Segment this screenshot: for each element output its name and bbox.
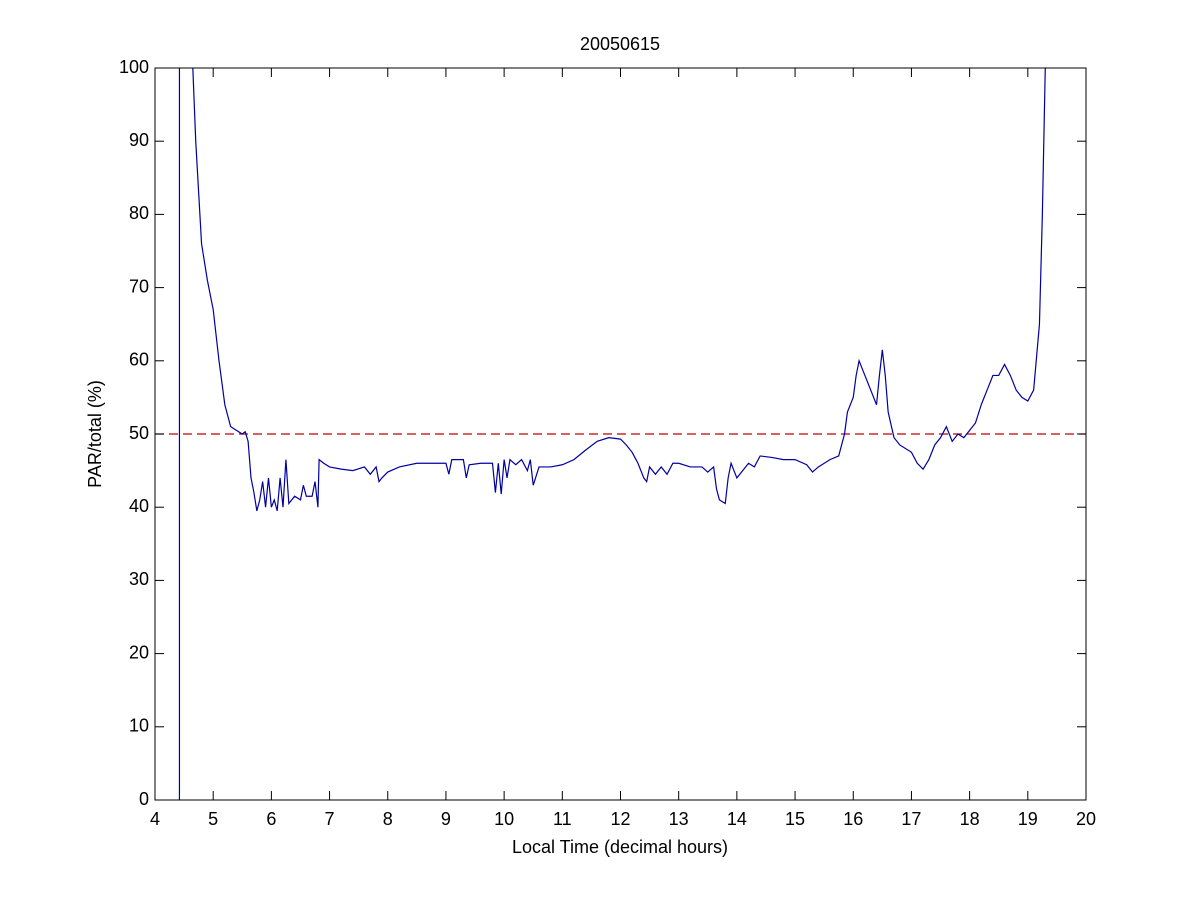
y-tick-label: 10 [129,716,149,736]
x-tick-label: 15 [785,809,805,829]
data-line [178,67,1046,800]
x-tick-label: 4 [150,809,160,829]
x-tick-label: 9 [441,809,451,829]
y-tick-label: 30 [129,569,149,589]
x-tick-label: 16 [843,809,863,829]
y-tick-label: 60 [129,350,149,370]
x-axis-label: Local Time (decimal hours) [512,837,728,857]
x-tick-label: 11 [553,809,572,829]
x-tick-label: 6 [266,809,276,829]
y-tick-label: 80 [129,203,149,223]
x-tick-label: 12 [610,809,630,829]
y-tick-label: 40 [129,496,149,516]
x-tick-label: 10 [494,809,514,829]
x-tick-label: 13 [669,809,689,829]
x-tick-label: 7 [325,809,335,829]
y-tick-label: 20 [129,642,149,662]
y-axis-label: PAR/total (%) [85,380,105,488]
y-tick-label: 0 [139,789,149,809]
x-tick-label: 19 [1018,809,1038,829]
x-tick-label: 5 [208,809,218,829]
x-tick-label: 17 [901,809,921,829]
x-tick-label: 20 [1076,809,1096,829]
x-tick-label: 14 [727,809,747,829]
x-tick-label: 8 [383,809,393,829]
chart-title: 20050615 [580,34,660,54]
y-tick-label: 90 [129,130,149,150]
y-tick-label: 70 [129,276,149,296]
y-tick-label: 100 [119,57,149,77]
y-tick-label: 50 [129,423,149,443]
x-tick-label: 18 [960,809,980,829]
